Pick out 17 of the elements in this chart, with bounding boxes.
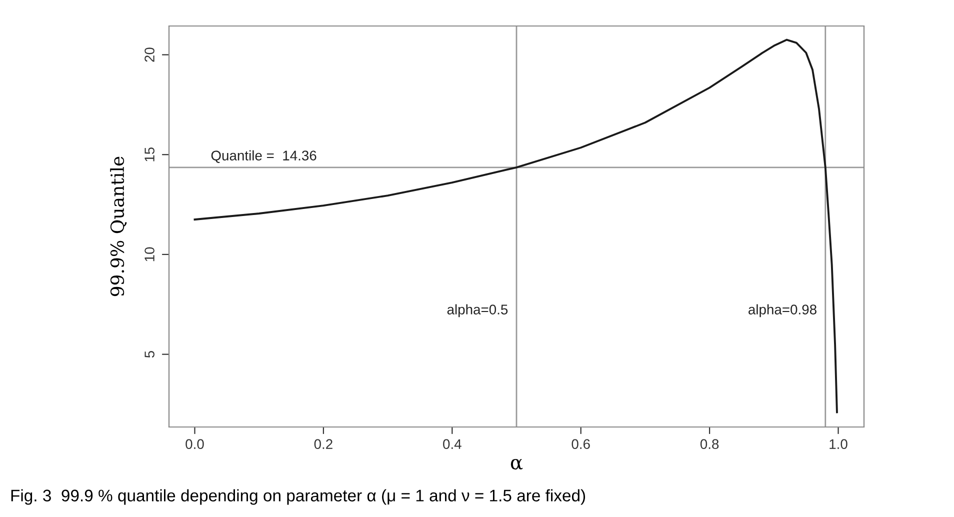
y-axis-title: 99.9% Quantile xyxy=(110,156,127,296)
x-tick-label: 0.0 xyxy=(186,439,204,450)
x-tick-label: 0.4 xyxy=(443,439,462,450)
caption: Fig. 3 99.9 % quantile depending on parameter α (μ = 1 and ν = 1.5 are fixed) xyxy=(11,489,586,505)
x-tick-label: 0.6 xyxy=(572,439,590,450)
line-series xyxy=(194,38,838,414)
y-tick-label: 15 xyxy=(144,147,154,162)
x-tick-label: 0.2 xyxy=(314,439,332,450)
ref-line-label: alpha=0.98 xyxy=(748,304,816,318)
y-tick-label: 5 xyxy=(144,351,154,358)
y-tick-label: 10 xyxy=(144,247,154,262)
x-tick-label: 1.0 xyxy=(830,439,848,450)
y-tick-label: 20 xyxy=(144,48,154,62)
ref-line-label: Quantile = 14.36 xyxy=(211,150,316,163)
x-axis-title: α xyxy=(510,458,523,470)
ref-line-label: alpha=0.5 xyxy=(447,304,508,318)
x-tick-label: 0.8 xyxy=(700,439,719,450)
